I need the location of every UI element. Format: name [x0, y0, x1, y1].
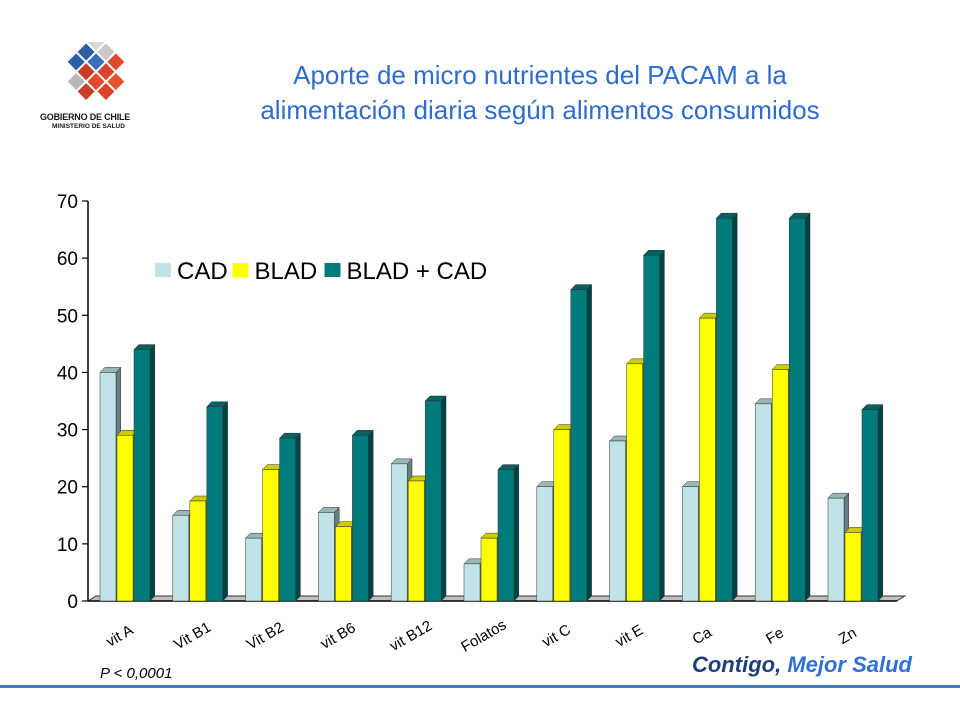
legend-swatch [324, 263, 341, 277]
bar-side [513, 463, 520, 602]
bar [463, 563, 481, 602]
slogan-part-2: Mejor Salud [787, 652, 912, 677]
x-tick-label: Zn [836, 624, 860, 647]
legend-label: CAD [177, 258, 228, 285]
bar [497, 469, 515, 602]
y-tick-label: 70 [57, 192, 78, 213]
bar [133, 349, 151, 602]
p-value-note: P < 0,0001 [100, 665, 173, 682]
y-tick-label: 50 [57, 306, 78, 327]
x-tick-label: vit B12 [387, 617, 435, 655]
bar [206, 406, 224, 602]
bar [262, 469, 279, 602]
bar [553, 429, 571, 602]
bar [352, 435, 369, 602]
bar-side [586, 283, 592, 602]
bar-side [804, 212, 811, 602]
bar [99, 372, 117, 602]
x-tick-label: Vit B1 [171, 619, 214, 654]
y-tick-label: 20 [57, 478, 78, 499]
logo-text-government: GOBIERNO DE CHILE [40, 112, 131, 122]
bar-side [149, 343, 156, 602]
slogan-part-1: Contigo, [691, 652, 782, 677]
x-tick-label: vit E [612, 621, 646, 650]
bar-side [440, 395, 447, 602]
legend-label: BLAD + CAD [347, 258, 488, 285]
y-tick-label: 10 [57, 535, 78, 556]
slogan: Contigo, Mejor Salud [692, 652, 912, 678]
x-tick-label: vit C [539, 621, 574, 651]
x-tick-label: vit B6 [318, 619, 359, 652]
bar [626, 363, 643, 602]
footer-divider [0, 685, 960, 688]
x-tick-label: Fe [763, 624, 787, 647]
bar [827, 497, 845, 602]
bar [390, 463, 408, 602]
bar [189, 500, 207, 602]
y-tick-label: 30 [57, 421, 78, 442]
bar [279, 437, 296, 602]
y-tick-label: 60 [57, 249, 78, 270]
bar [407, 480, 425, 602]
page-title: Aporte de micro nutrientes del PACAM a l… [120, 58, 960, 128]
bar-side [295, 432, 301, 602]
bar [754, 403, 772, 602]
government-logo-icon [67, 42, 125, 101]
bar [771, 369, 789, 602]
bar [116, 435, 134, 602]
bar [682, 486, 699, 602]
bar [609, 440, 626, 602]
bar [245, 537, 262, 602]
bar [480, 537, 498, 602]
title-line-1: Aporte de micro nutrientes del PACAM a l… [293, 60, 787, 90]
bar [699, 317, 716, 602]
bar [844, 532, 862, 602]
bar-side [659, 249, 665, 602]
legend-label: BLAD [255, 258, 318, 285]
bar [788, 217, 806, 602]
x-tick-label: Folatos [458, 616, 509, 655]
legend-swatch [232, 263, 249, 277]
title-line-2: alimentación diaria según alimentos cons… [260, 95, 820, 125]
y-tick-label: 0 [67, 592, 78, 613]
logo-text-ministry: MINISTERIO DE SALUD [52, 123, 125, 130]
y-tick-label: 40 [57, 363, 78, 384]
bar-side [222, 401, 228, 602]
bar [570, 289, 588, 602]
bar [536, 486, 554, 602]
bar-side [877, 403, 884, 602]
bar [335, 526, 352, 602]
bar [172, 515, 190, 602]
bar [424, 400, 442, 602]
x-tick-label: Ca [690, 624, 716, 649]
bar [861, 409, 879, 602]
x-tick-label: vit A [103, 622, 136, 651]
bar [643, 255, 660, 602]
bar [318, 512, 335, 602]
bar [716, 217, 733, 602]
bar-side [732, 212, 738, 602]
x-tick-label: Vit B2 [244, 619, 287, 654]
legend-swatch [155, 263, 171, 277]
bar-side [368, 429, 374, 602]
